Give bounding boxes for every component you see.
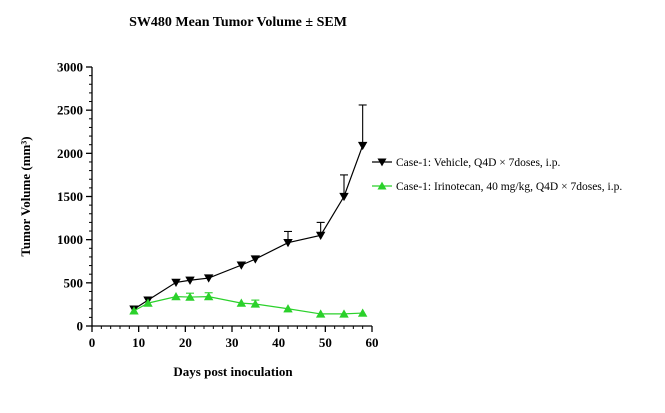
data-point <box>339 309 349 318</box>
y-tick-label: 3000 <box>57 60 83 75</box>
data-point <box>171 292 181 301</box>
data-point <box>339 192 349 202</box>
y-tick-label: 0 <box>77 319 84 334</box>
series-line <box>133 296 363 315</box>
data-point <box>129 306 139 315</box>
x-tick-label: 50 <box>319 335 332 350</box>
x-tick-label: 0 <box>89 335 96 350</box>
legend-item-1: Case-1: Vehicle, Q4D × 7doses, i.p. <box>372 157 560 169</box>
data-point <box>315 309 326 318</box>
data-point <box>283 239 293 248</box>
y-tick-label: 2500 <box>57 103 83 118</box>
legend-marker <box>377 158 387 167</box>
data-point <box>203 292 214 301</box>
data-point <box>185 276 195 285</box>
data-point <box>250 299 261 308</box>
data-point <box>185 292 195 301</box>
data-point <box>236 261 247 270</box>
data-point <box>143 298 153 307</box>
series-2 <box>129 292 368 318</box>
y-tick-label: 500 <box>64 275 84 290</box>
x-axis-label: Days post inoculation <box>173 364 293 379</box>
x-tick-label: 60 <box>366 335 379 350</box>
y-tick-label: 1000 <box>57 232 83 247</box>
series-1 <box>129 104 368 314</box>
data-point <box>283 304 293 313</box>
x-tick-label: 10 <box>132 335 145 350</box>
chart-title: SW480 Mean Tumor Volume ± SEM <box>129 15 347 30</box>
data-point <box>315 231 326 240</box>
data-point <box>203 274 214 283</box>
data-point <box>357 308 368 317</box>
y-axis-label: Tumor Volume (mm³) <box>18 136 33 256</box>
legend-marker <box>377 181 387 190</box>
data-point <box>171 278 181 287</box>
data-point <box>236 298 247 307</box>
legend-item-2: Case-1: Irinotecan, 40 mg/kg, Q4D × 7dos… <box>372 181 622 193</box>
x-tick-label: 30 <box>226 335 239 350</box>
y-tick-label: 1500 <box>57 189 83 204</box>
x-tick-label: 40 <box>272 335 285 350</box>
data-point <box>250 255 261 264</box>
x-tick-label: 20 <box>179 335 192 350</box>
legend-label: Case-1: Irinotecan, 40 mg/kg, Q4D × 7dos… <box>396 181 622 193</box>
series-line <box>133 145 364 310</box>
y-tick-label: 2000 <box>57 146 83 161</box>
plot-area <box>129 104 368 318</box>
axes: 0 10 20 30 40 50 60 0 500 1000 1500 2000 2500 3000 <box>57 60 379 351</box>
legend: Case-1: Vehicle, Q4D × 7doses, i.p. Case-… <box>372 157 622 193</box>
legend-label: Case-1: Vehicle, Q4D × 7doses, i.p. <box>396 157 560 169</box>
data-point <box>357 141 368 151</box>
